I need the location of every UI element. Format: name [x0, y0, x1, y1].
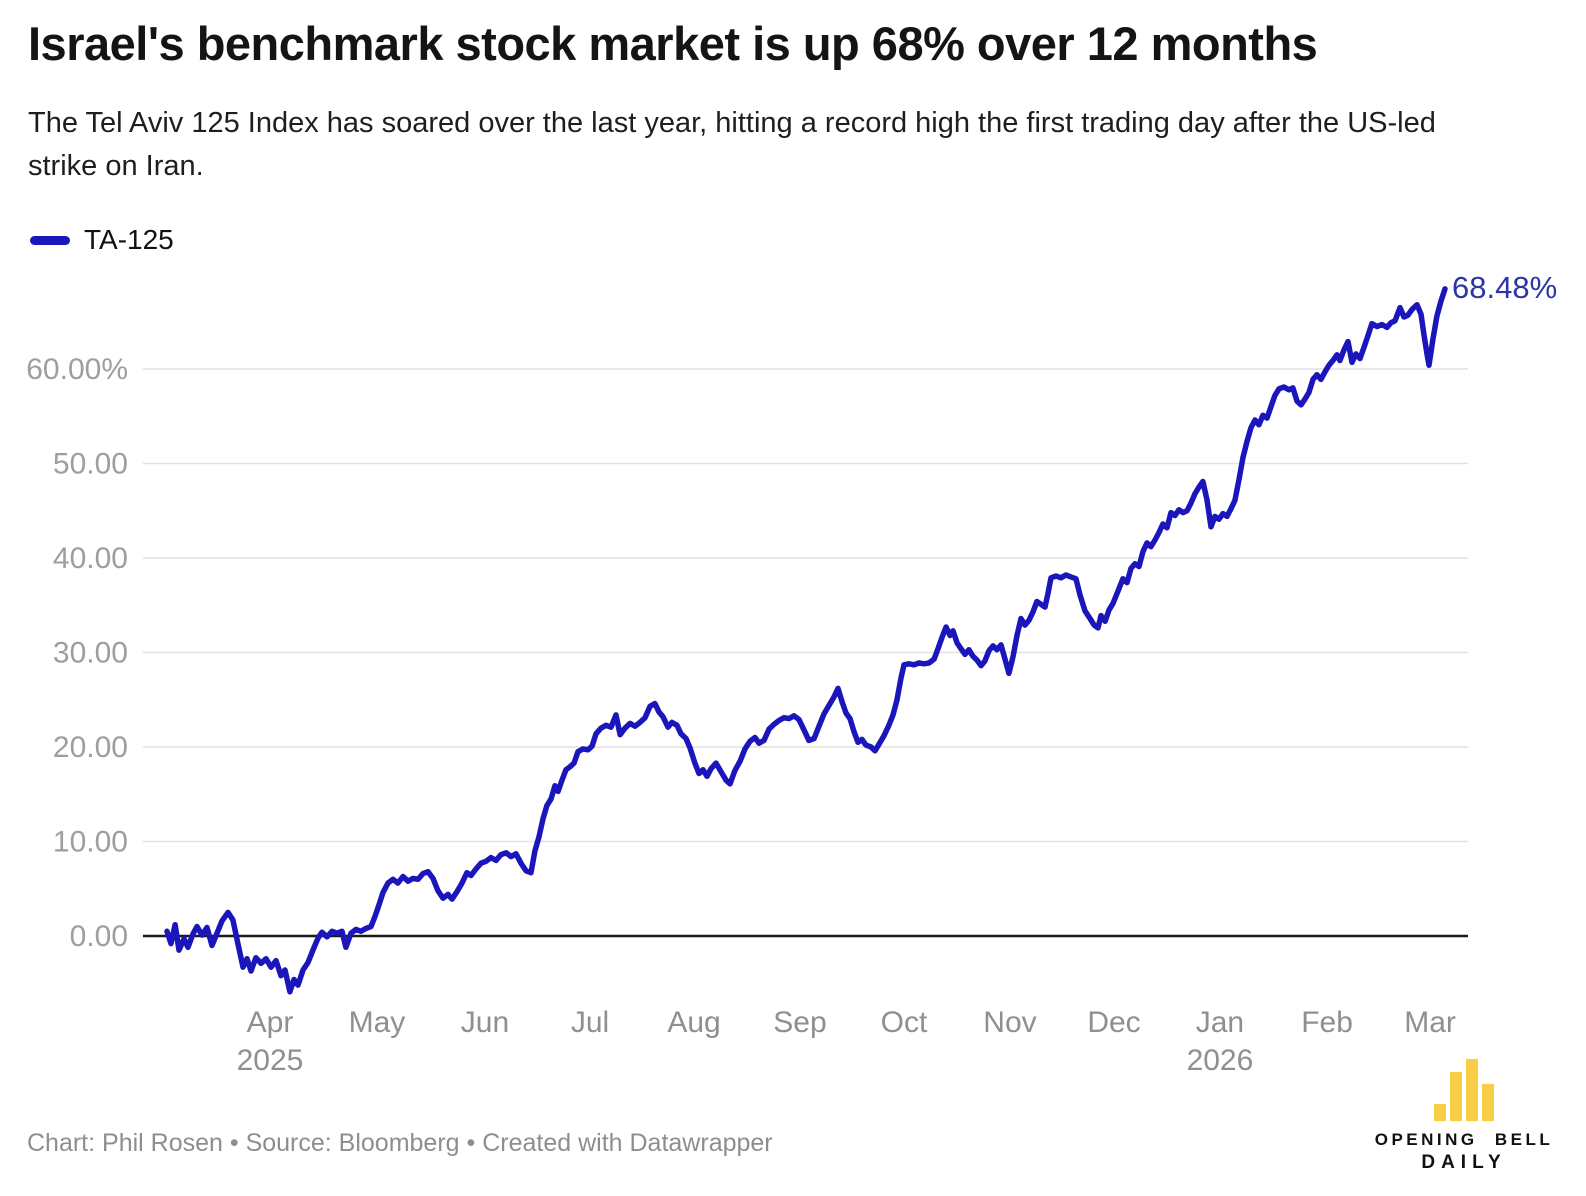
x-tick-label-sep: Sep — [773, 1006, 826, 1039]
y-tick-label-50: 50.00 — [53, 448, 128, 481]
line-end-value-label: 68.48% — [1452, 270, 1558, 305]
opening-bell-daily-logo: OPENING BELL DAILY — [1356, 1057, 1572, 1174]
logo-bar — [1482, 1084, 1494, 1121]
x-tick-year-label-2025: 2025 — [237, 1044, 304, 1077]
x-tick-label-oct: Oct — [881, 1006, 928, 1039]
x-tick-label-mar: Mar — [1404, 1006, 1456, 1039]
legend-line-swatch-icon — [30, 235, 70, 245]
y-tick-label-10: 10.00 — [53, 826, 128, 859]
y-tick-label-20: 20.00 — [53, 731, 128, 764]
y-tick-label-40: 40.00 — [53, 542, 128, 575]
x-tick-label-jan: Jan — [1196, 1006, 1244, 1039]
page-title: Israel's benchmark stock market is up 68… — [28, 17, 1318, 70]
chart-credit: Chart: Phil Rosen • Source: Bloomberg • … — [27, 1129, 773, 1157]
logo-text-daily: DAILY — [1421, 1152, 1507, 1173]
logo-bar — [1434, 1104, 1446, 1121]
y-tick-label-0: 0.00 — [70, 920, 128, 953]
x-tick-label-feb: Feb — [1301, 1006, 1353, 1039]
x-tick-label-may: May — [349, 1006, 406, 1039]
x-tick-year-label-2026: 2026 — [1187, 1044, 1254, 1077]
x-tick-label-dec: Dec — [1087, 1006, 1140, 1039]
x-tick-label-jul: Jul — [571, 1006, 609, 1039]
x-tick-label-aug: Aug — [667, 1006, 720, 1039]
logo-text-opening-bell: OPENING BELL — [1374, 1130, 1554, 1149]
ta125-line — [164, 286, 1448, 995]
y-tick-label-60: 60.00% — [26, 353, 128, 386]
logo-bar — [1450, 1072, 1462, 1121]
logo-bar — [1466, 1059, 1478, 1121]
chart-description: The Tel Aviv 125 Index has soared over t… — [28, 107, 1436, 182]
logo-bar-chart-icon — [1434, 1057, 1494, 1121]
x-tick-label-jun: Jun — [461, 1006, 509, 1039]
x-tick-label-nov: Nov — [983, 1006, 1036, 1039]
x-tick-label-apr: Apr — [247, 1006, 294, 1039]
legend: TA-125 — [30, 224, 174, 256]
y-tick-label-30: 30.00 — [53, 637, 128, 670]
legend-label-ta125: TA-125 — [84, 224, 174, 255]
